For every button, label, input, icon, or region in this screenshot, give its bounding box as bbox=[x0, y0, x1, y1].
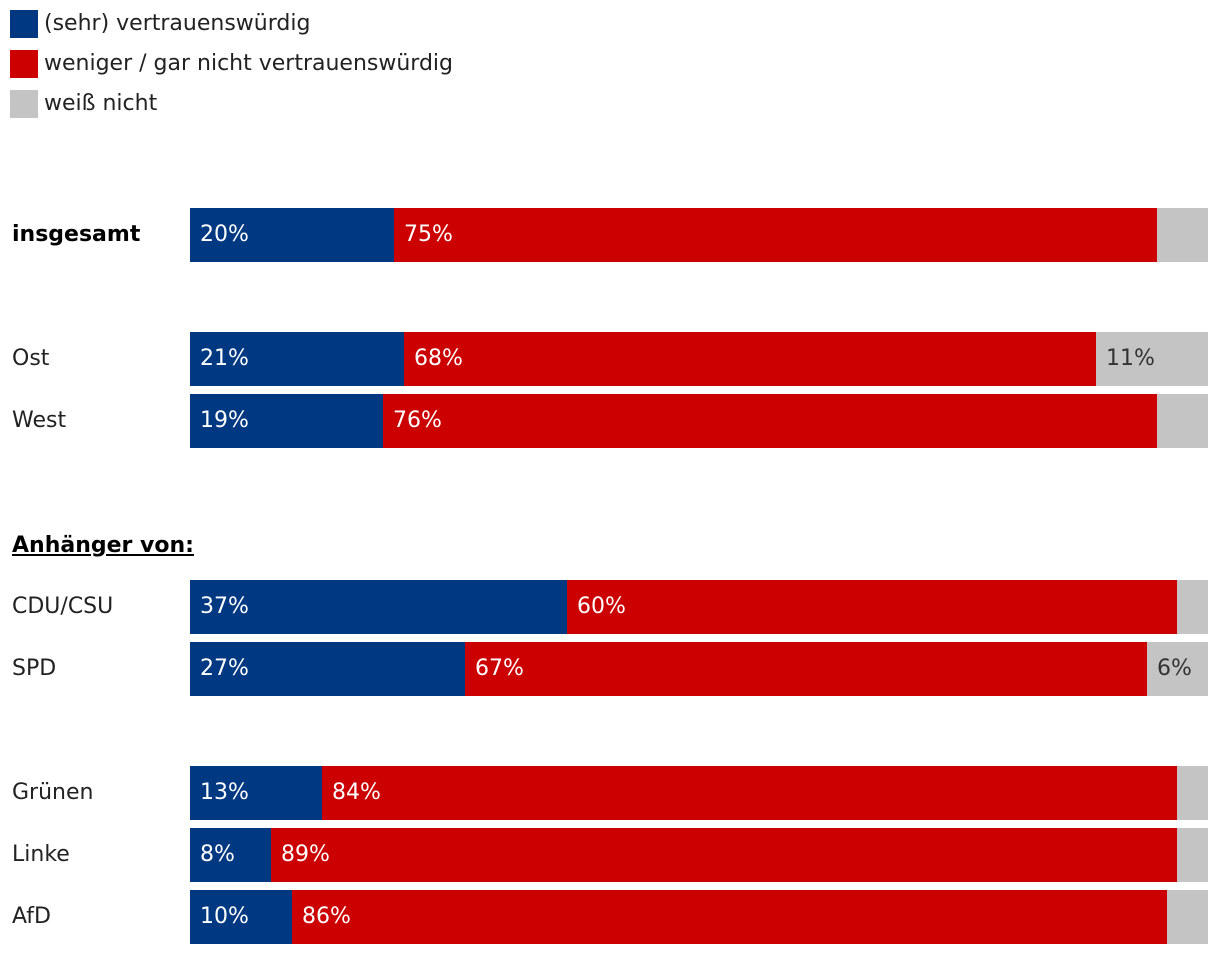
bar-segment-insgesamt-untrustworthy: 75% bbox=[394, 208, 1157, 262]
bar-segment-linke-dont-know bbox=[1177, 828, 1208, 882]
category-label-cdu-csu: CDU/CSU bbox=[12, 594, 114, 619]
legend-label-trustworthy: (sehr) vertrauenswürdig bbox=[44, 11, 311, 36]
legend-label-dont-know: weiß nicht bbox=[44, 91, 158, 116]
bar-west: 19% 76% bbox=[190, 394, 1208, 448]
bar-segment-insgesamt-trustworthy: 20% bbox=[190, 208, 394, 262]
bar-grünen: 13% 84% bbox=[190, 766, 1208, 820]
bar-afd: 10% 86% bbox=[190, 890, 1208, 944]
bar-linke: 8% 89% bbox=[190, 828, 1208, 882]
bar-segment-spd-dont-know: 6% bbox=[1147, 642, 1208, 696]
bar-cdu-csu: 37% 60% bbox=[190, 580, 1208, 634]
bar-insgesamt: 20% 75% bbox=[190, 208, 1208, 262]
legend-label-untrustworthy: weniger / gar nicht vertrauenswürdig bbox=[44, 51, 453, 76]
bar-segment-linke-trustworthy: 8% bbox=[190, 828, 271, 882]
legend-item-untrustworthy: weniger / gar nicht vertrauenswürdig bbox=[10, 50, 453, 90]
legend-swatch-blue bbox=[10, 10, 38, 38]
legend-swatch-grey bbox=[10, 90, 38, 118]
category-label-afd: AfD bbox=[12, 904, 51, 929]
bar-segment-cdu-csu-dont-know bbox=[1177, 580, 1208, 634]
legend-swatch-red bbox=[10, 50, 38, 78]
bar-segment-linke-untrustworthy: 89% bbox=[271, 828, 1177, 882]
bar-segment-west-trustworthy: 19% bbox=[190, 394, 383, 448]
bar-segment-spd-untrustworthy: 67% bbox=[465, 642, 1147, 696]
bar-segment-west-untrustworthy: 76% bbox=[383, 394, 1157, 448]
category-label-insgesamt: insgesamt bbox=[12, 222, 141, 247]
bar-segment-grünen-trustworthy: 13% bbox=[190, 766, 322, 820]
bar-segment-ost-dont-know: 11% bbox=[1096, 332, 1208, 386]
category-label-linke: Linke bbox=[12, 842, 70, 867]
bar-segment-cdu-csu-trustworthy: 37% bbox=[190, 580, 567, 634]
bar-ost: 21% 68% 11% bbox=[190, 332, 1208, 386]
bar-segment-cdu-csu-untrustworthy: 60% bbox=[567, 580, 1177, 634]
bar-segment-ost-trustworthy: 21% bbox=[190, 332, 404, 386]
bar-spd: 27% 67% 6% bbox=[190, 642, 1208, 696]
bar-segment-afd-untrustworthy: 86% bbox=[292, 890, 1167, 944]
legend: (sehr) vertrauenswürdig weniger / gar ni… bbox=[10, 10, 453, 130]
bar-segment-afd-dont-know bbox=[1167, 890, 1208, 944]
bar-segment-insgesamt-dont-know bbox=[1157, 208, 1208, 262]
bar-segment-grünen-untrustworthy: 84% bbox=[322, 766, 1177, 820]
bar-segment-spd-trustworthy: 27% bbox=[190, 642, 465, 696]
bar-segment-west-dont-know bbox=[1157, 394, 1208, 448]
bar-segment-afd-trustworthy: 10% bbox=[190, 890, 292, 944]
category-label-west: West bbox=[12, 408, 67, 433]
category-label-grünen: Grünen bbox=[12, 780, 94, 805]
category-label-ost: Ost bbox=[12, 346, 50, 371]
bar-segment-ost-untrustworthy: 68% bbox=[404, 332, 1096, 386]
category-label-spd: SPD bbox=[12, 656, 57, 681]
supporters-heading: Anhänger von: bbox=[12, 533, 194, 558]
legend-item-trustworthy: (sehr) vertrauenswürdig bbox=[10, 10, 453, 50]
legend-item-dont-know: weiß nicht bbox=[10, 90, 453, 130]
bar-segment-grünen-dont-know bbox=[1177, 766, 1208, 820]
